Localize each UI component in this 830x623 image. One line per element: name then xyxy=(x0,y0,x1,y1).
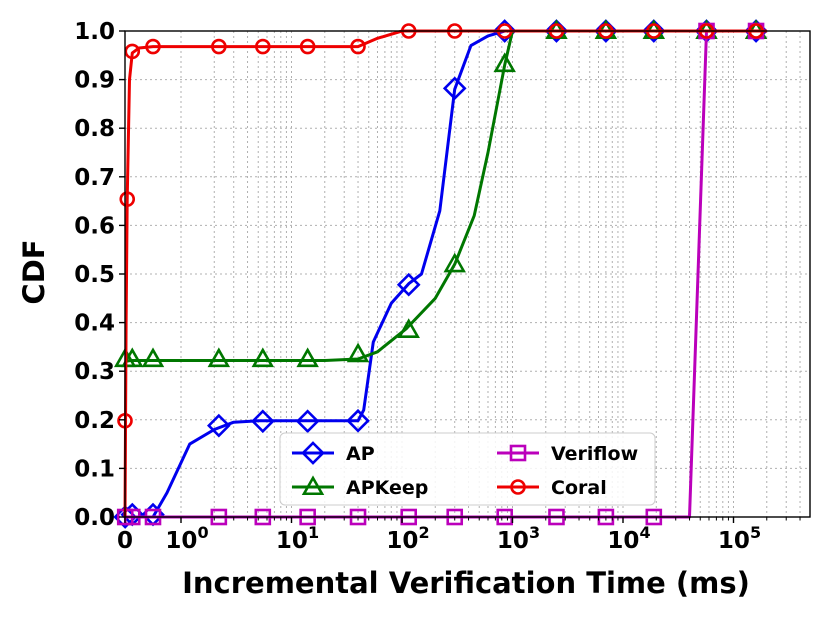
legend-item-ap: AP xyxy=(292,441,375,465)
data-point-ap xyxy=(250,409,275,434)
legend-label: Veriflow xyxy=(551,443,638,465)
data-point-coral xyxy=(124,43,141,60)
legend-item-coral: Coral xyxy=(497,477,607,499)
data-point-apkeep xyxy=(121,347,144,368)
y-tick-label: 0.1 xyxy=(74,456,115,482)
data-point-coral xyxy=(145,38,161,55)
y-tick-label: 0.9 xyxy=(74,68,115,94)
data-point-apkeep xyxy=(397,318,420,338)
data-point-apkeep xyxy=(493,52,516,73)
x-tick-label: 105 xyxy=(718,523,761,554)
data-point-ap xyxy=(396,272,421,297)
y-tick-label: 1.0 xyxy=(74,19,115,45)
data-point-ap xyxy=(206,413,231,438)
data-point-apkeep xyxy=(141,347,165,368)
data-point-coral xyxy=(299,38,316,55)
data-point-coral xyxy=(119,191,136,207)
y-tick-label: 0.2 xyxy=(74,408,115,434)
legend: AP APKeep Veriflow Coral xyxy=(279,432,656,506)
data-point-coral xyxy=(350,38,366,55)
data-point-apkeep xyxy=(443,252,466,273)
legend-marker xyxy=(510,479,526,495)
legend-item-apkeep: APKeep xyxy=(292,475,428,499)
data-point-apkeep xyxy=(296,347,319,368)
x-tick-label: 104 xyxy=(607,523,650,554)
y-tick-label: 0.3 xyxy=(74,359,115,385)
legend-marker xyxy=(301,475,325,496)
data-point-apkeep xyxy=(207,347,231,368)
legend-label: AP xyxy=(346,443,375,465)
data-point-ap xyxy=(346,408,370,433)
y-axis-label: CDF xyxy=(17,239,51,304)
data-point-coral xyxy=(255,38,271,55)
y-tick-label: 0.8 xyxy=(74,116,115,142)
data-point-coral xyxy=(211,38,227,55)
legend-box xyxy=(279,432,656,506)
x-axis-ticks: 0 100 101 102 103 104 105 xyxy=(117,517,801,554)
legend-marker xyxy=(301,441,325,465)
data-point-ap xyxy=(442,76,467,101)
x-tick-label: 102 xyxy=(386,523,429,554)
y-tick-label: 0.5 xyxy=(74,262,115,288)
legend-marker xyxy=(509,444,527,462)
data-point-ap xyxy=(295,409,320,434)
y-tick-label: 0.6 xyxy=(74,213,115,239)
x-tick-label: 0 xyxy=(117,528,133,554)
legend-label: APKeep xyxy=(346,477,428,499)
y-tick-label: 0.0 xyxy=(74,505,115,531)
x-tick-label: 100 xyxy=(165,523,208,554)
x-axis-label: Incremental Verification Time (ms) xyxy=(182,566,750,600)
legend-label: Coral xyxy=(551,477,607,499)
y-tick-label: 0.7 xyxy=(74,165,115,191)
y-axis-ticks: 0.0 0.1 0.2 0.3 0.4 0.5 0.6 0.7 0.8 0.9 1.0 xyxy=(74,19,125,531)
data-point-apkeep xyxy=(251,347,275,368)
x-tick-label: 101 xyxy=(276,523,319,554)
data-point-apkeep xyxy=(346,342,370,363)
legend-item-veriflow: Veriflow xyxy=(497,443,638,465)
series-line-ap xyxy=(125,29,767,519)
series-line-apkeep xyxy=(124,29,767,363)
y-tick-label: 0.4 xyxy=(74,311,115,337)
x-tick-label: 103 xyxy=(497,523,540,554)
